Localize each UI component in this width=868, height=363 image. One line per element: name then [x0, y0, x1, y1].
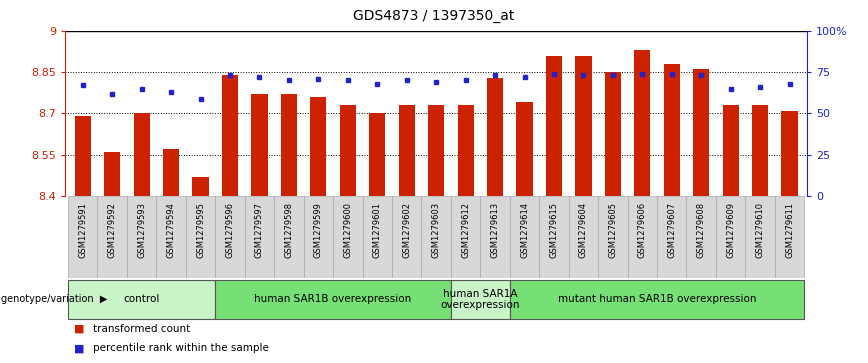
- Text: transformed count: transformed count: [93, 323, 190, 334]
- Bar: [281, 94, 297, 196]
- Bar: [716, 196, 746, 278]
- Text: GSM1279606: GSM1279606: [638, 202, 647, 258]
- Text: GDS4873 / 1397350_at: GDS4873 / 1397350_at: [353, 9, 515, 23]
- Bar: [163, 149, 179, 196]
- Bar: [510, 280, 805, 319]
- Text: GSM1279610: GSM1279610: [756, 202, 765, 258]
- Text: GSM1279592: GSM1279592: [108, 202, 116, 258]
- Bar: [193, 177, 208, 196]
- Bar: [392, 196, 422, 278]
- Text: GSM1279607: GSM1279607: [667, 202, 676, 258]
- Text: GSM1279594: GSM1279594: [167, 202, 175, 258]
- Bar: [398, 105, 415, 196]
- Bar: [575, 56, 591, 196]
- Text: percentile rank within the sample: percentile rank within the sample: [93, 343, 269, 354]
- Text: GSM1279600: GSM1279600: [344, 202, 352, 258]
- Bar: [457, 105, 474, 196]
- Bar: [75, 116, 91, 196]
- Text: mutant human SAR1B overexpression: mutant human SAR1B overexpression: [558, 294, 756, 305]
- Text: GSM1279597: GSM1279597: [255, 202, 264, 258]
- Bar: [687, 196, 716, 278]
- Text: ■: ■: [74, 323, 84, 334]
- Text: GSM1279605: GSM1279605: [608, 202, 617, 258]
- Bar: [245, 196, 274, 278]
- Text: GSM1279603: GSM1279603: [431, 202, 441, 258]
- Bar: [480, 196, 510, 278]
- Bar: [333, 196, 363, 278]
- Bar: [450, 280, 510, 319]
- Bar: [635, 50, 650, 196]
- Bar: [304, 196, 333, 278]
- Text: GSM1279612: GSM1279612: [461, 202, 470, 258]
- Bar: [516, 102, 533, 196]
- Bar: [722, 105, 739, 196]
- Bar: [657, 196, 687, 278]
- Bar: [752, 105, 768, 196]
- Bar: [274, 196, 304, 278]
- Text: ■: ■: [74, 343, 84, 354]
- Text: GSM1279615: GSM1279615: [549, 202, 558, 258]
- Text: GSM1279602: GSM1279602: [402, 202, 411, 258]
- Bar: [487, 78, 503, 196]
- Bar: [746, 196, 775, 278]
- Bar: [781, 111, 798, 196]
- Bar: [775, 196, 805, 278]
- Text: GSM1279608: GSM1279608: [697, 202, 706, 258]
- Text: human SAR1B overexpression: human SAR1B overexpression: [254, 294, 411, 305]
- Bar: [134, 114, 150, 196]
- Text: genotype/variation  ▶: genotype/variation ▶: [1, 294, 108, 305]
- Bar: [104, 152, 121, 196]
- Text: GSM1279595: GSM1279595: [196, 202, 205, 258]
- Text: GSM1279611: GSM1279611: [785, 202, 794, 258]
- Bar: [339, 105, 356, 196]
- Bar: [605, 72, 621, 196]
- Bar: [215, 196, 245, 278]
- Text: human SAR1A
overexpression: human SAR1A overexpression: [441, 289, 520, 310]
- Bar: [310, 97, 326, 196]
- Bar: [215, 280, 450, 319]
- Text: GSM1279601: GSM1279601: [372, 202, 382, 258]
- Bar: [450, 196, 480, 278]
- Text: GSM1279596: GSM1279596: [226, 202, 234, 258]
- Bar: [222, 75, 238, 196]
- Text: control: control: [123, 294, 160, 305]
- Bar: [546, 56, 562, 196]
- Bar: [252, 94, 267, 196]
- Bar: [156, 196, 186, 278]
- Text: GSM1279593: GSM1279593: [137, 202, 146, 258]
- Bar: [539, 196, 569, 278]
- Text: GSM1279599: GSM1279599: [314, 202, 323, 258]
- Bar: [510, 196, 539, 278]
- Text: GSM1279613: GSM1279613: [490, 202, 500, 258]
- Bar: [598, 196, 628, 278]
- Bar: [68, 280, 215, 319]
- Text: GSM1279609: GSM1279609: [727, 202, 735, 258]
- Text: GSM1279604: GSM1279604: [579, 202, 588, 258]
- Bar: [428, 105, 444, 196]
- Text: GSM1279591: GSM1279591: [78, 202, 88, 258]
- Bar: [664, 64, 680, 196]
- Bar: [97, 196, 127, 278]
- Bar: [363, 196, 392, 278]
- Bar: [186, 196, 215, 278]
- Bar: [127, 196, 156, 278]
- Bar: [628, 196, 657, 278]
- Bar: [694, 69, 709, 196]
- Bar: [68, 196, 97, 278]
- Text: GSM1279598: GSM1279598: [285, 202, 293, 258]
- Bar: [422, 196, 450, 278]
- Bar: [569, 196, 598, 278]
- Text: GSM1279614: GSM1279614: [520, 202, 529, 258]
- Bar: [369, 114, 385, 196]
